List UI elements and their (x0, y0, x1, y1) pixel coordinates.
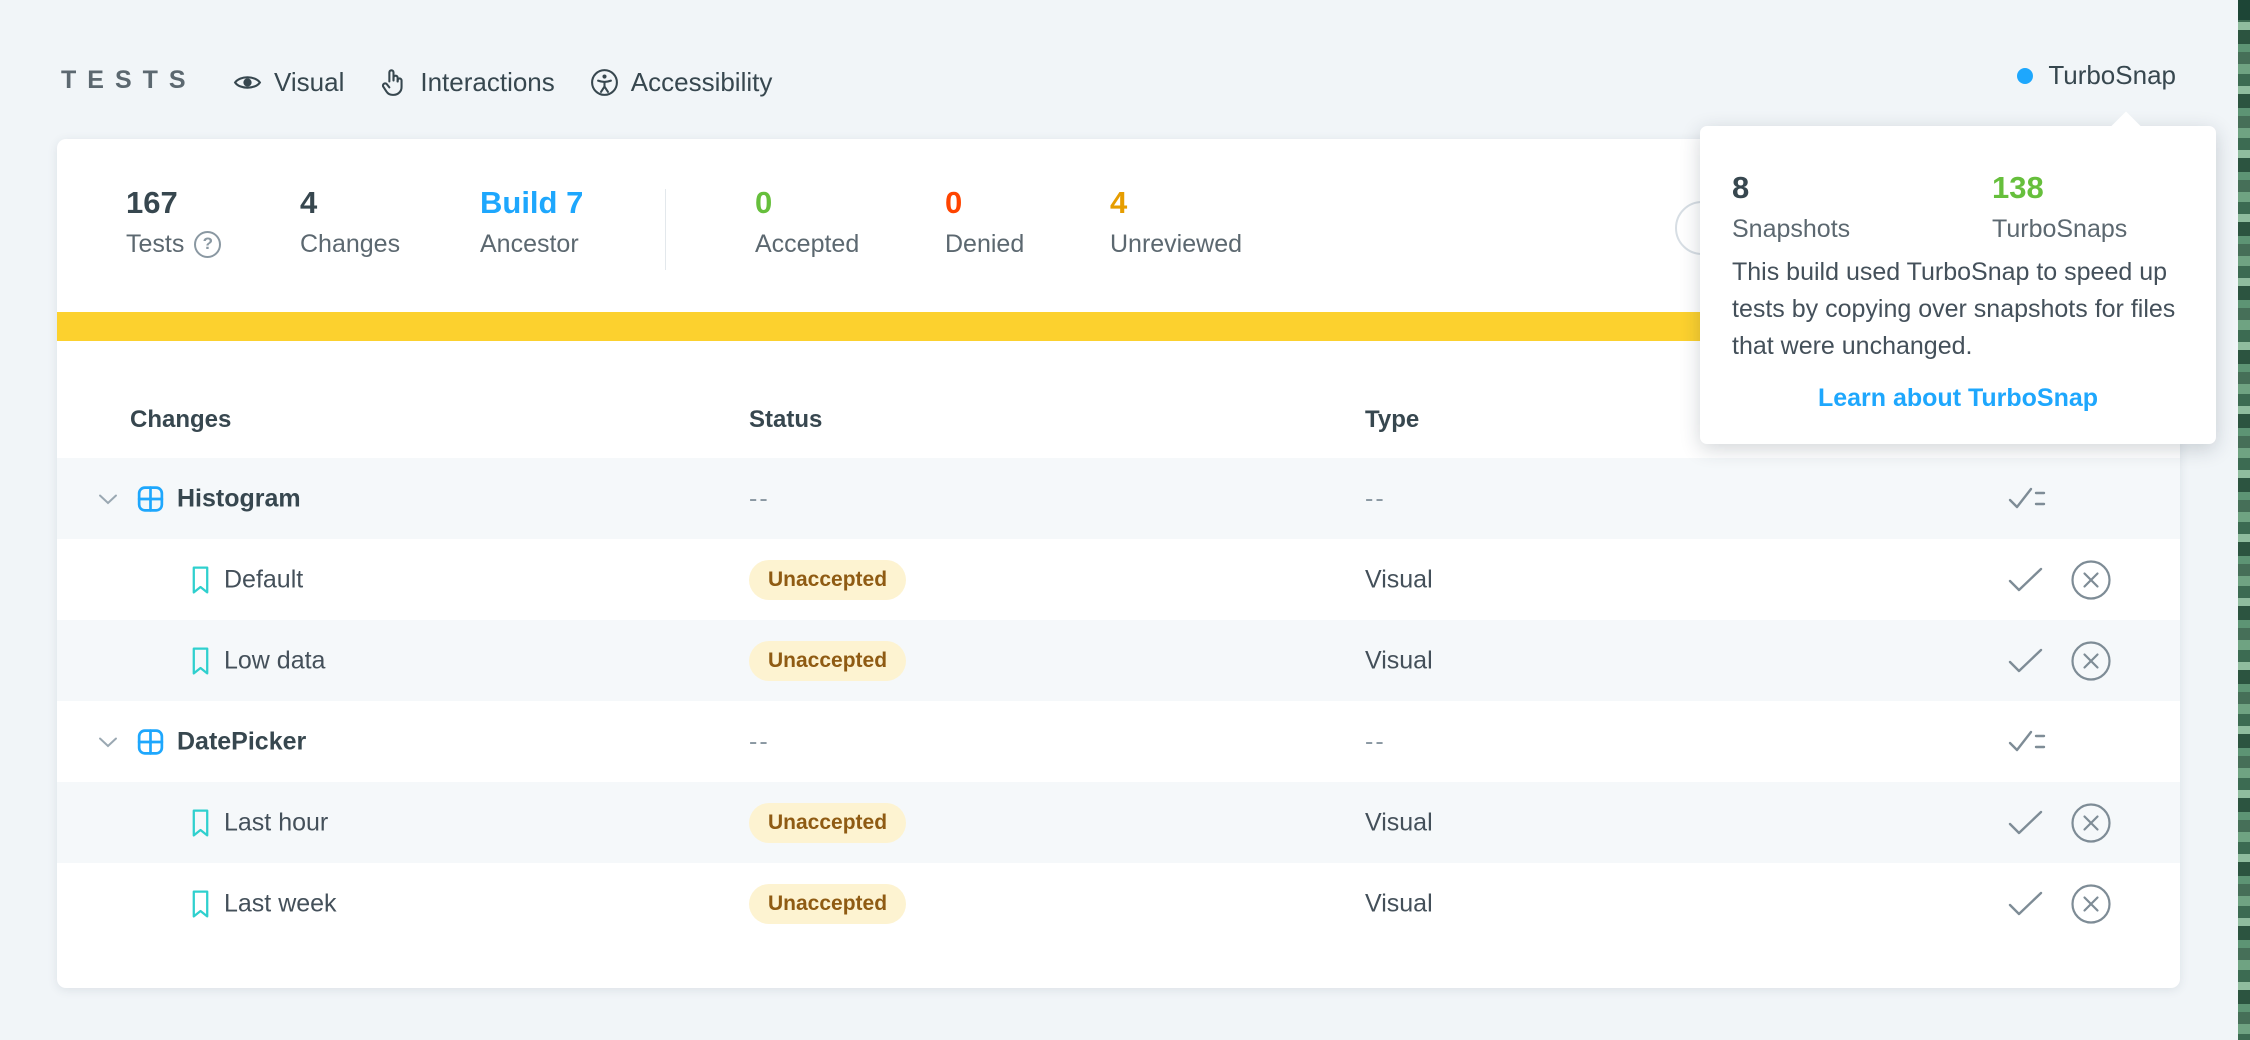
chevron-down-icon[interactable] (95, 729, 121, 755)
bookmark-icon (188, 807, 213, 838)
chevron-down-icon[interactable] (95, 486, 121, 512)
accept-button[interactable] (2007, 809, 2045, 837)
eye-icon (232, 67, 263, 98)
denied-label: Denied (945, 229, 1025, 258)
accepted-count: 0 (755, 185, 773, 220)
story-name: Default (224, 565, 304, 593)
help-circle-icon[interactable]: ? (194, 230, 222, 258)
component-grid-icon (135, 726, 166, 757)
tab-interactions[interactable]: Interactions (378, 66, 555, 98)
table-row-story-last-hour[interactable]: Last hour Unaccepted Visual (57, 782, 2180, 863)
changes-label: Changes (300, 229, 401, 258)
story-name: Last hour (224, 808, 329, 836)
accept-all-button[interactable] (2007, 485, 2047, 513)
table-row-story-last-week[interactable]: Last week Unaccepted Visual (57, 863, 2180, 944)
bookmark-icon (188, 564, 213, 595)
column-header-status: Status (749, 406, 823, 433)
tests-count: 167 (126, 185, 178, 220)
type-cell: -- (1365, 727, 1386, 755)
status-cell: -- (749, 727, 770, 755)
column-header-changes: Changes (130, 406, 232, 433)
story-name: Low data (224, 646, 326, 674)
type-cell: -- (1365, 484, 1386, 512)
accepted-label: Accepted (755, 229, 860, 258)
status-badge: Unaccepted (749, 640, 907, 681)
tab-visual[interactable]: Visual (232, 67, 344, 98)
denied-count: 0 (945, 185, 963, 220)
ancestor-build-link[interactable]: Build 7 (480, 185, 584, 220)
stats-divider (665, 189, 666, 270)
type-cell: Visual (1365, 889, 1433, 917)
tab-accessibility-label: Accessibility (630, 66, 773, 97)
hand-pointer-icon (378, 67, 409, 98)
deny-button[interactable] (2070, 640, 2112, 682)
type-cell: Visual (1365, 565, 1433, 593)
turbosnaps-label: TurboSnaps (1992, 214, 2128, 243)
status-badge: Unaccepted (749, 559, 907, 600)
stat-changes: 4 Changes (300, 185, 400, 259)
component-name: Histogram (177, 484, 301, 512)
type-cell: Visual (1365, 646, 1433, 674)
component-grid-icon (135, 483, 166, 514)
turbosnap-indicator[interactable]: TurboSnap (2017, 60, 2176, 91)
snapshots-label: Snapshots (1732, 214, 1851, 243)
test-type-tabs: Visual Interactions (232, 56, 772, 108)
stat-accepted: 0 Accepted (755, 185, 859, 259)
stat-ancestor: Build 7 Ancestor (480, 185, 583, 259)
accessibility-icon (589, 67, 620, 98)
table-row-component-datepicker[interactable]: DatePicker -- -- (57, 701, 2180, 782)
component-name: DatePicker (177, 727, 307, 755)
turbosnaps-count: 138 (1992, 170, 2044, 205)
story-name: Last week (224, 889, 337, 917)
turbosnap-indicator-label: TurboSnap (2048, 60, 2176, 90)
status-cell: Unaccepted (749, 559, 907, 600)
accept-all-button[interactable] (2007, 728, 2047, 756)
accept-button[interactable] (2007, 647, 2045, 675)
bookmark-icon (188, 645, 213, 676)
changes-count: 4 (300, 185, 318, 220)
unreviewed-label: Unreviewed (1110, 229, 1243, 258)
status-cell: -- (749, 484, 770, 512)
turbosnap-popover: 8 Snapshots 138 TurboSnaps This build us… (1700, 126, 2216, 444)
tab-accessibility[interactable]: Accessibility (589, 66, 773, 98)
snapshots-count: 8 (1732, 170, 1750, 205)
status-badge: Unaccepted (749, 802, 907, 843)
ancestor-label: Ancestor (480, 229, 579, 258)
stat-denied: 0 Denied (945, 185, 1024, 259)
deny-button[interactable] (2070, 802, 2112, 844)
popover-stat-turbosnaps: 138 TurboSnaps (1992, 170, 2127, 244)
tab-interactions-label: Interactions (420, 66, 555, 97)
deny-button[interactable] (2070, 559, 2112, 601)
changes-table: Histogram -- -- Default Unaccepted Visua… (57, 458, 2180, 944)
accept-button[interactable] (2007, 566, 2045, 594)
stat-unreviewed: 4 Unreviewed (1110, 185, 1242, 259)
page-title: TESTS (61, 66, 197, 94)
popover-stat-snapshots: 8 Snapshots (1732, 170, 1850, 244)
learn-about-turbosnap-link[interactable]: Learn about TurboSnap (1817, 384, 2099, 412)
table-row-story-default[interactable]: Default Unaccepted Visual (57, 539, 2180, 620)
screen-edge-artifact (2238, 0, 2250, 1040)
table-row-component-histogram[interactable]: Histogram -- -- (57, 458, 2180, 539)
tab-visual-label: Visual (274, 66, 345, 97)
column-header-type: Type (1365, 406, 1420, 433)
turbosnap-description: This build used TurboSnap to speed up te… (1732, 258, 2176, 360)
tests-label: Tests (126, 229, 185, 258)
build-summary-card: 167 Tests ? 4 Changes Build 7 Ancestor 0… (57, 139, 2180, 988)
table-row-story-low-data[interactable]: Low data Unaccepted Visual (57, 620, 2180, 701)
status-cell: Unaccepted (749, 883, 907, 924)
type-cell: Visual (1365, 808, 1433, 836)
turbosnap-dot-icon (2017, 67, 2034, 84)
accept-button[interactable] (2007, 890, 2045, 918)
unreviewed-count: 4 (1110, 185, 1128, 220)
status-badge: Unaccepted (749, 883, 907, 924)
bookmark-icon (188, 888, 213, 919)
stat-tests: 167 Tests ? (126, 185, 222, 259)
status-cell: Unaccepted (749, 802, 907, 843)
status-cell: Unaccepted (749, 640, 907, 681)
deny-button[interactable] (2070, 883, 2112, 925)
